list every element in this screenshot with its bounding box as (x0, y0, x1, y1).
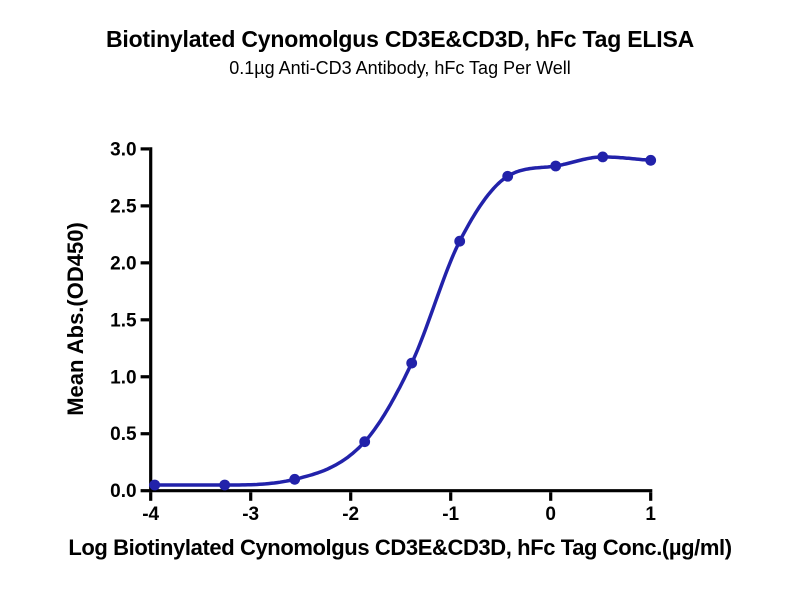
data-point (359, 436, 371, 448)
data-point (406, 357, 418, 369)
y-tick-label: 3.0 (110, 139, 136, 160)
data-point (645, 154, 657, 166)
data-point (550, 160, 562, 172)
x-tick-label: 1 (645, 504, 656, 525)
fit-curve (148, 155, 653, 487)
data-point (289, 473, 301, 485)
x-tick-label: -2 (342, 504, 359, 525)
x-tick-label: -4 (142, 504, 159, 525)
data-point (502, 170, 514, 182)
chart-title: Biotinylated Cynomolgus CD3E&CD3D, hFc T… (105, 26, 695, 52)
x-tick-label: -1 (442, 504, 459, 525)
data-point (219, 479, 231, 491)
y-tick-label: 0.5 (110, 424, 137, 445)
x-axis-title: Log Biotinylated Cynomolgus CD3E&CD3D, h… (68, 535, 732, 560)
y-tick-label: 1.0 (110, 367, 136, 388)
data-point (149, 479, 161, 491)
y-tick-label: 0.0 (110, 481, 136, 502)
data-point (597, 151, 609, 163)
x-tick-label: -3 (242, 504, 259, 525)
y-tick-label: 1.5 (110, 310, 137, 331)
chart-subtitle: 0.1µg Anti-CD3 Antibody, hFc Tag Per Wel… (229, 58, 571, 78)
y-tick-label: 2.5 (110, 196, 137, 217)
y-tick-label: 2.0 (110, 253, 136, 274)
data-point (454, 235, 466, 247)
x-tick-label: 0 (545, 504, 556, 525)
